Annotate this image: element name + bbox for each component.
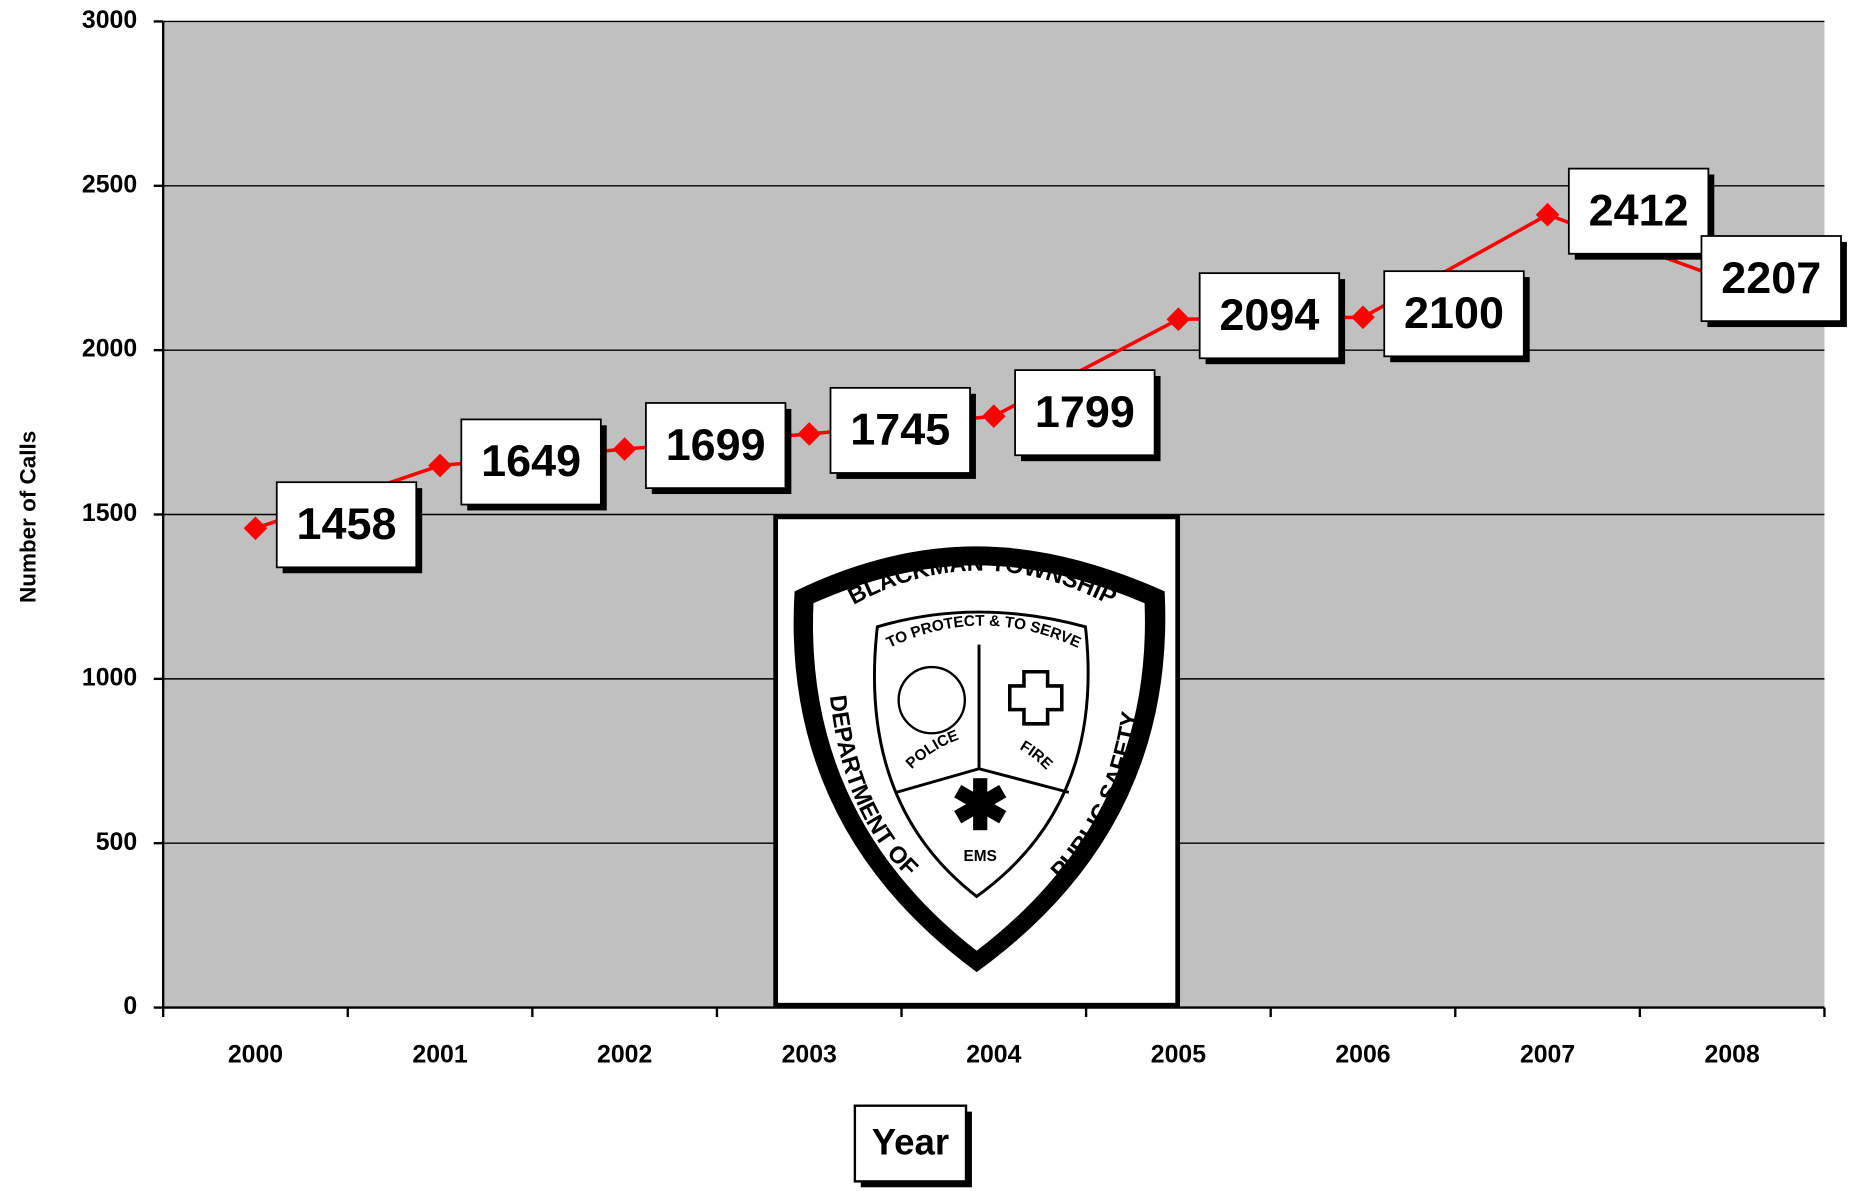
data-label: 1699 <box>666 419 766 470</box>
label-box <box>829 386 971 474</box>
y-tick-label: 2000 <box>82 336 137 363</box>
badge-divider <box>895 767 1070 794</box>
y-tick-label: 1500 <box>82 500 137 527</box>
data-label: 1745 <box>850 404 950 455</box>
marker <box>981 404 1006 429</box>
x-label-box <box>853 1104 968 1183</box>
badge-shield <box>873 610 1090 899</box>
label-box <box>1383 270 1525 358</box>
data-label: 1458 <box>297 498 397 549</box>
x-tick-label: 2007 <box>1520 1042 1575 1069</box>
x-tick-label: 2005 <box>1151 1042 1206 1069</box>
logo: BLACKMAN TOWNSHIP TO PROTECT & TO SERVE … <box>773 514 1181 1008</box>
marker <box>428 453 452 478</box>
data-label: 2100 <box>1404 287 1504 338</box>
data-label: 2094 <box>1219 289 1319 340</box>
label-box <box>275 481 418 569</box>
y-tick-label: 0 <box>123 993 137 1020</box>
x-tick-label: 2002 <box>597 1042 652 1069</box>
label-box <box>460 418 602 506</box>
fire-cross <box>1007 669 1064 726</box>
logo-text: EMS <box>964 848 997 865</box>
x-tick-label: 2006 <box>1335 1042 1390 1069</box>
marker <box>1351 305 1375 330</box>
marker <box>612 437 637 461</box>
star-of-life <box>954 778 1007 831</box>
label-box <box>1700 235 1842 323</box>
x-tick-label: 2003 <box>782 1042 837 1069</box>
label-box <box>1198 272 1341 360</box>
x-tick-label: 2008 <box>1705 1042 1760 1069</box>
marker <box>1535 202 1560 227</box>
police-seal <box>897 665 967 735</box>
y-axis-label: Number of Calls <box>15 431 40 603</box>
data-label: 1799 <box>1035 386 1135 437</box>
label-box <box>645 402 787 489</box>
y-tick-label: 1000 <box>82 664 137 691</box>
x-tick-label: 2004 <box>966 1042 1021 1069</box>
marker <box>797 422 822 446</box>
y-tick-label: 3000 <box>82 7 137 34</box>
label-box <box>1014 369 1156 457</box>
data-label: 2412 <box>1589 184 1689 235</box>
marker <box>1166 307 1191 332</box>
x-tick-label: 2001 <box>412 1042 467 1069</box>
data-label: 1649 <box>481 435 581 486</box>
x-axis-label: Year <box>872 1121 949 1162</box>
label-box <box>1567 167 1710 255</box>
x-tick-label: 2000 <box>228 1042 283 1069</box>
data-label: 2207 <box>1721 252 1821 303</box>
y-tick-label: 2500 <box>82 171 137 198</box>
y-tick-label: 500 <box>96 829 137 856</box>
